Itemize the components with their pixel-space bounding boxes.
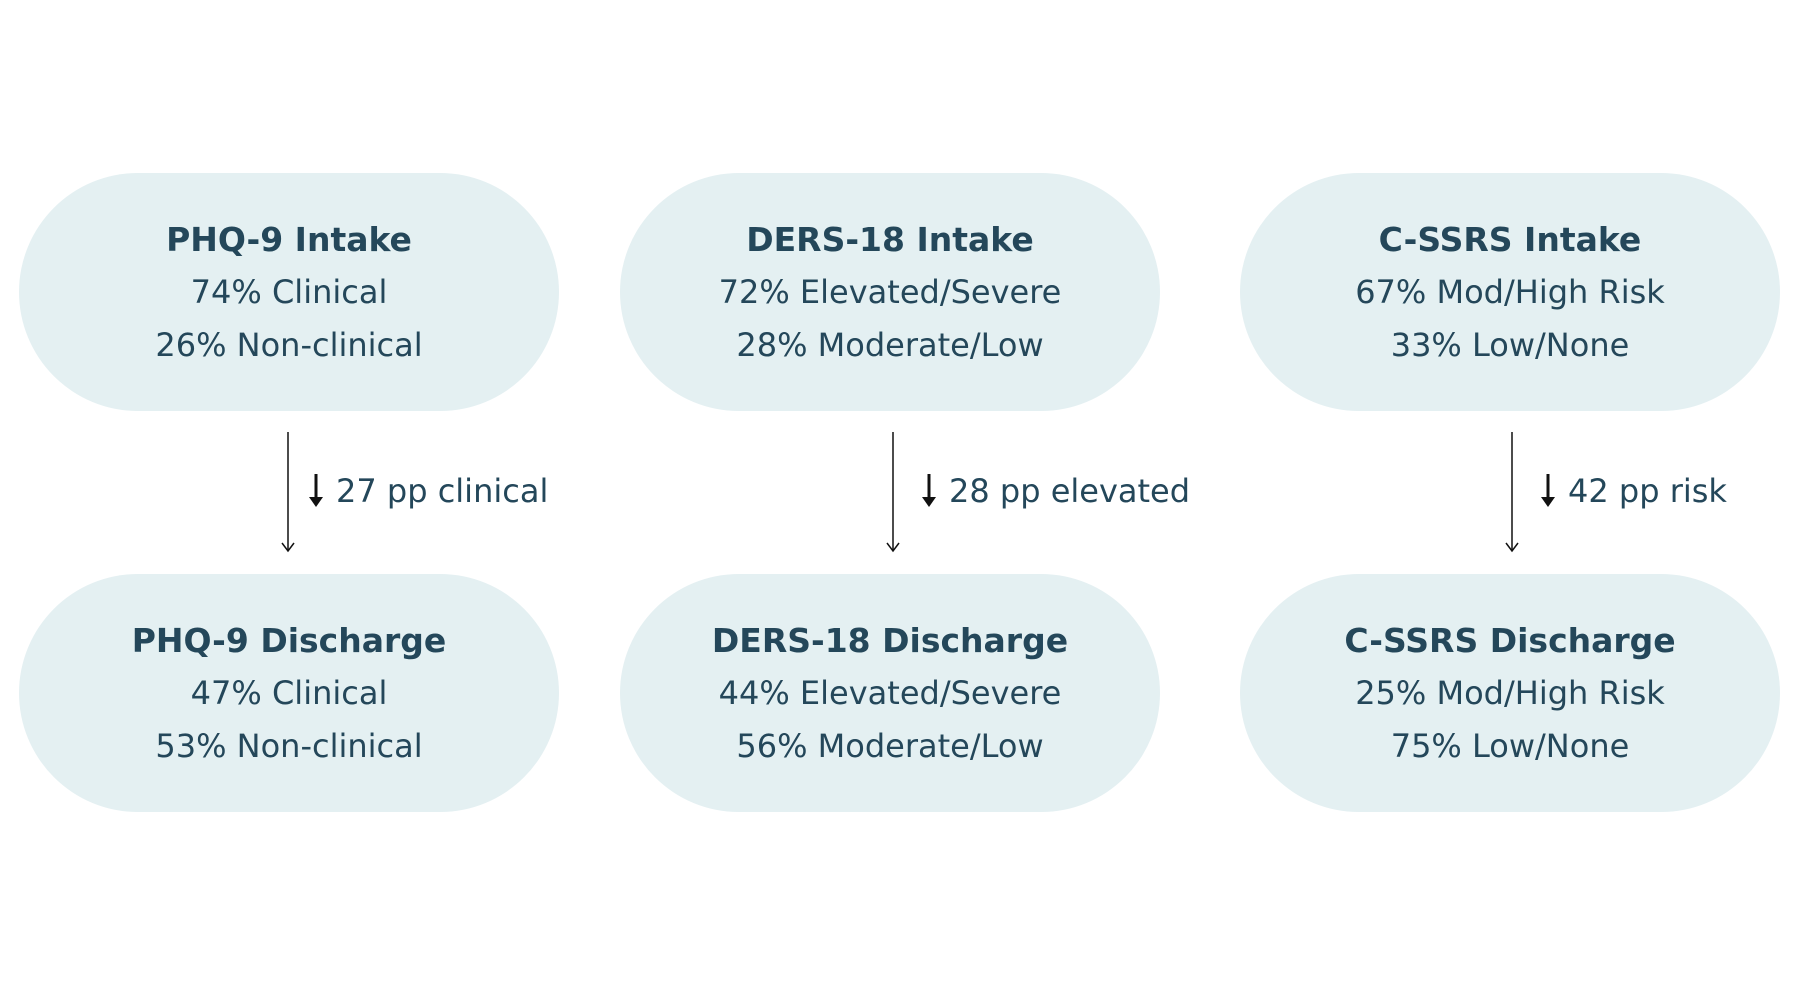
change-text: 27 pp clinical: [336, 472, 549, 510]
cssrs-intake-node: C-SSRS Intake 67% Mod/High Risk 33% Low/…: [1240, 173, 1780, 411]
phq9-discharge-node: PHQ-9 Discharge 47% Clinical 53% Non-cli…: [19, 574, 559, 812]
node-line: 74% Clinical: [190, 272, 388, 311]
ders18-discharge-node: DERS-18 Discharge 44% Elevated/Severe 56…: [620, 574, 1160, 812]
node-line: 44% Elevated/Severe: [718, 673, 1062, 712]
phq9-connector-arrow: [281, 432, 295, 553]
down-arrow-icon: [306, 472, 326, 510]
phq9-intake-node: PHQ-9 Intake 74% Clinical 26% Non-clinic…: [19, 173, 559, 411]
cssrs-connector-arrow: [1505, 432, 1519, 553]
node-line: 25% Mod/High Risk: [1355, 673, 1665, 712]
node-title: C-SSRS Discharge: [1344, 620, 1676, 660]
down-arrow-icon: [1538, 472, 1558, 510]
ders18-connector-arrow: [886, 432, 900, 553]
down-arrow-icon: [919, 472, 939, 510]
ders18-intake-node: DERS-18 Intake 72% Elevated/Severe 28% M…: [620, 173, 1160, 411]
node-line: 47% Clinical: [190, 673, 388, 712]
change-text: 42 pp risk: [1568, 472, 1727, 510]
cssrs-discharge-node: C-SSRS Discharge 25% Mod/High Risk 75% L…: [1240, 574, 1780, 812]
node-line: 53% Non-clinical: [155, 726, 423, 765]
node-line: 75% Low/None: [1390, 726, 1630, 765]
node-line: 72% Elevated/Severe: [718, 272, 1062, 311]
node-title: DERS-18 Intake: [746, 219, 1034, 259]
node-title: PHQ-9 Intake: [166, 219, 412, 259]
ders18-change-label: 28 pp elevated: [919, 465, 1190, 517]
node-title: PHQ-9 Discharge: [131, 620, 447, 660]
cssrs-change-label: 42 pp risk: [1538, 465, 1727, 517]
node-line: 33% Low/None: [1390, 325, 1630, 364]
change-text: 28 pp elevated: [949, 472, 1191, 510]
node-title: DERS-18 Discharge: [711, 620, 1069, 660]
phq9-change-label: 27 pp clinical: [306, 465, 548, 517]
node-line: 28% Moderate/Low: [736, 325, 1044, 364]
node-line: 67% Mod/High Risk: [1355, 272, 1665, 311]
node-title: C-SSRS Intake: [1378, 219, 1642, 259]
node-line: 56% Moderate/Low: [736, 726, 1044, 765]
node-line: 26% Non-clinical: [155, 325, 423, 364]
